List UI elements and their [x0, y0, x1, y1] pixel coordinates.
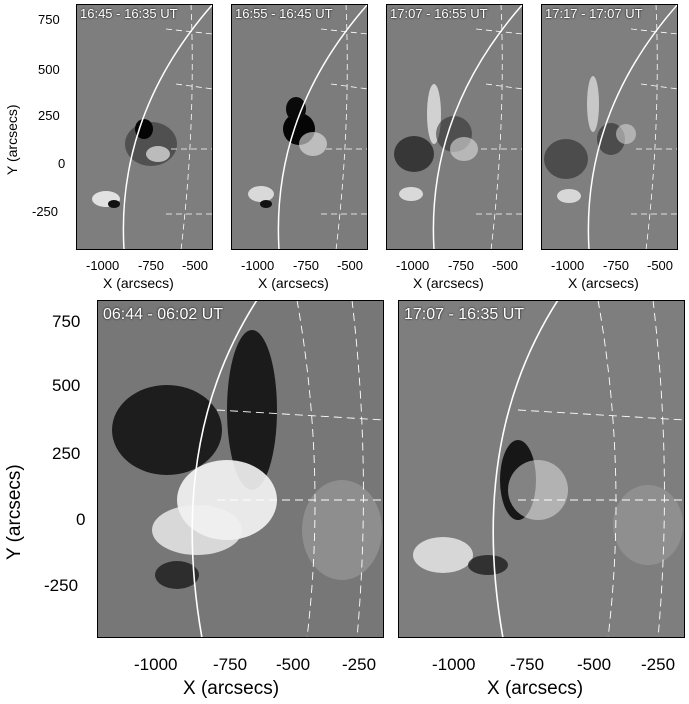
y-tick-label: -250	[32, 204, 59, 219]
solar-difference-image	[541, 4, 678, 250]
x-tick-label: -1000	[396, 258, 430, 273]
x-tick-label: -1000	[86, 258, 120, 273]
x-tick-label: -1000	[241, 258, 275, 273]
x-tick-label: -500	[276, 655, 311, 674]
panel-timestamp: 06:44 - 06:02 UT	[103, 306, 224, 323]
solar-image-panel-1: 16:45 - 16:35 UT	[76, 4, 213, 250]
y-tick-label: 500	[38, 62, 60, 77]
solar-image-panel-2: 16:55 - 16:45 UT	[231, 4, 368, 250]
panel-timestamp: 17:07 - 16:55 UT	[390, 6, 488, 21]
x-tick-label: -500	[647, 258, 674, 273]
y-tick-label: 750	[52, 312, 81, 331]
solar-image-panel-3: 17:07 - 16:55 UT	[386, 4, 523, 250]
y-tick-label: -250	[44, 576, 79, 595]
y-tick-label: 0	[58, 156, 66, 171]
x-tick-label: -750	[448, 258, 475, 273]
x-tick-label: -500	[337, 258, 364, 273]
solar-image-panel-4: 17:17 - 17:07 UT	[541, 4, 678, 250]
x-tick-label: -750	[603, 258, 630, 273]
x-tick-label: -750	[293, 258, 320, 273]
panel-timestamp: 17:17 - 17:07 UT	[545, 6, 643, 21]
x-tick-label: -750	[213, 655, 248, 674]
x-tick-label: -500	[182, 258, 209, 273]
y-tick-label: 250	[52, 444, 81, 463]
y-tick-label: 500	[52, 376, 81, 395]
x-tick-label: -500	[492, 258, 519, 273]
y-tick-label: 750	[38, 12, 60, 27]
y-axis-title: Y (arcsecs)	[4, 464, 25, 560]
solar-image-panel-large-1: 06:44 - 06:02 UT	[97, 300, 384, 638]
y-tick-label: 250	[38, 108, 60, 123]
panel-timestamp: 17:07 - 16:35 UT	[404, 306, 525, 323]
x-axis-title: X (arcsecs)	[413, 275, 484, 291]
solar-difference-image	[398, 300, 685, 638]
x-tick-label: -1000	[134, 655, 178, 674]
x-axis-title: X (arcsecs)	[183, 678, 280, 699]
solar-difference-image	[231, 4, 368, 250]
x-axis-title: X (arcsecs)	[568, 275, 639, 291]
solar-difference-image	[386, 4, 523, 250]
solar-image-panel-large-2: 17:07 - 16:35 UT	[398, 300, 685, 638]
solar-difference-image	[76, 4, 213, 250]
y-axis-title: Y (arcsecs)	[4, 104, 20, 175]
x-axis-title: X (arcsecs)	[103, 275, 174, 291]
solar-difference-image	[97, 300, 384, 638]
x-tick-label: -750	[138, 258, 165, 273]
x-tick-label: -1000	[551, 258, 585, 273]
x-axis-title: X (arcsecs)	[258, 275, 329, 291]
x-tick-label: -250	[641, 655, 676, 674]
y-tick-label: 0	[76, 510, 86, 529]
panel-timestamp: 16:45 - 16:35 UT	[80, 6, 178, 21]
x-tick-label: -1000	[432, 655, 476, 674]
panel-timestamp: 16:55 - 16:45 UT	[235, 6, 333, 21]
x-tick-label: -250	[342, 655, 377, 674]
x-tick-label: -500	[577, 655, 612, 674]
x-tick-label: -750	[510, 655, 545, 674]
x-axis-title: X (arcsecs)	[487, 678, 584, 699]
